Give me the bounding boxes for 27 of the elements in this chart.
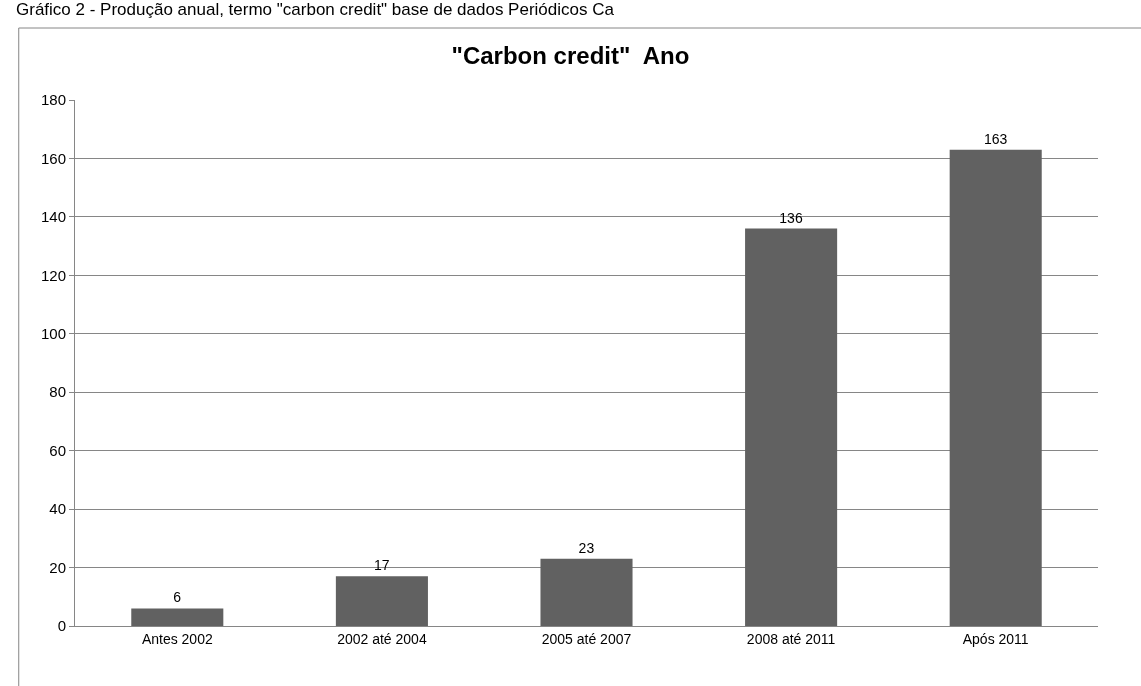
y-tick-label: 60	[49, 441, 66, 459]
y-tick-label: 100	[40, 325, 66, 343]
y-tick-label: 80	[49, 383, 66, 401]
bar	[540, 558, 633, 626]
data-label: 136	[779, 209, 803, 226]
y-tick-label: 40	[49, 500, 66, 518]
y-tick-label: 120	[40, 266, 66, 284]
x-tick-label: 2005 até 2007	[541, 630, 632, 647]
data-label: 17	[374, 557, 390, 574]
y-tick-label: 0	[57, 617, 66, 635]
data-label: 163	[983, 130, 1008, 147]
chart-title: "Carbon credit" Ano	[451, 42, 690, 70]
bar	[745, 228, 838, 626]
y-tick-label: 180	[40, 91, 66, 109]
x-tick-label: Antes 2002	[141, 630, 213, 647]
bar	[949, 149, 1042, 626]
data-label: 6	[173, 589, 182, 606]
x-tick-label: 2002 até 2004	[337, 630, 427, 647]
x-tick-label: 2008 até 2011	[746, 630, 836, 647]
y-tick-label: 160	[40, 149, 66, 167]
y-tick-label: 20	[49, 558, 66, 576]
data-label: 23	[578, 539, 595, 556]
bar	[131, 608, 224, 626]
text: Gráfico 2 - Produção anual, termo "carbon credit" base de dados Periódicos Ca	[16, 0, 615, 19]
bar	[335, 576, 428, 626]
x-tick-label: Após 2011	[962, 630, 1029, 647]
y-tick-label: 140	[40, 208, 66, 226]
